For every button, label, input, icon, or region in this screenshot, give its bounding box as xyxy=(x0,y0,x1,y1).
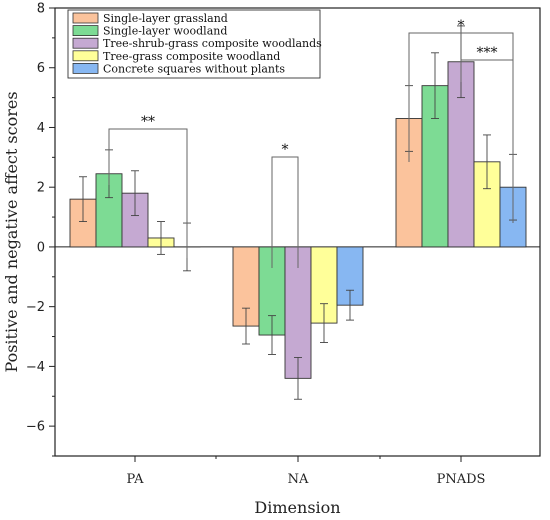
y-tick-label: 0 xyxy=(37,240,45,255)
significance-label: * xyxy=(458,18,465,34)
significance-bracket xyxy=(108,128,188,258)
x-tick-label: PNADS xyxy=(437,472,486,487)
legend-label: Single-layer woodland xyxy=(103,25,227,38)
legend-swatch xyxy=(72,37,99,49)
y-tick-label: 8 xyxy=(37,2,45,17)
legend-label: Concrete squares without plants xyxy=(103,62,285,75)
y-tick-label: 6 xyxy=(37,61,45,76)
significance-bracket xyxy=(271,156,299,268)
x-tick-label: NA xyxy=(288,472,309,487)
x-tick-label: PA xyxy=(127,472,145,487)
legend-swatch xyxy=(72,50,99,62)
y-tick-label: 2 xyxy=(37,181,45,196)
significance-bracket xyxy=(460,59,514,223)
legend-swatch xyxy=(72,25,99,37)
y-tick-label: −4 xyxy=(26,360,45,375)
bar xyxy=(284,246,312,379)
significance-label: ** xyxy=(141,114,155,130)
legend-label: Tree-grass composite woodland xyxy=(103,50,280,63)
legend-label: Tree-shrub-grass composite woodlands xyxy=(103,37,322,50)
significance-layer: ******* xyxy=(108,18,514,268)
legend-swatch xyxy=(72,12,99,24)
significance-label: * xyxy=(282,142,289,158)
legend-label: Single-layer grassland xyxy=(103,12,228,25)
x-axis-title: Dimension xyxy=(254,498,340,517)
legend-swatch xyxy=(72,63,99,74)
legend-box xyxy=(67,9,321,79)
bars-layer xyxy=(69,25,527,400)
y-tick-label: −2 xyxy=(26,300,45,315)
y-axis-title: Positive and negative affect scores xyxy=(2,91,21,372)
y-tick-label: 4 xyxy=(37,121,45,136)
significance-label: *** xyxy=(477,45,498,61)
y-tick-label: −6 xyxy=(26,420,45,435)
